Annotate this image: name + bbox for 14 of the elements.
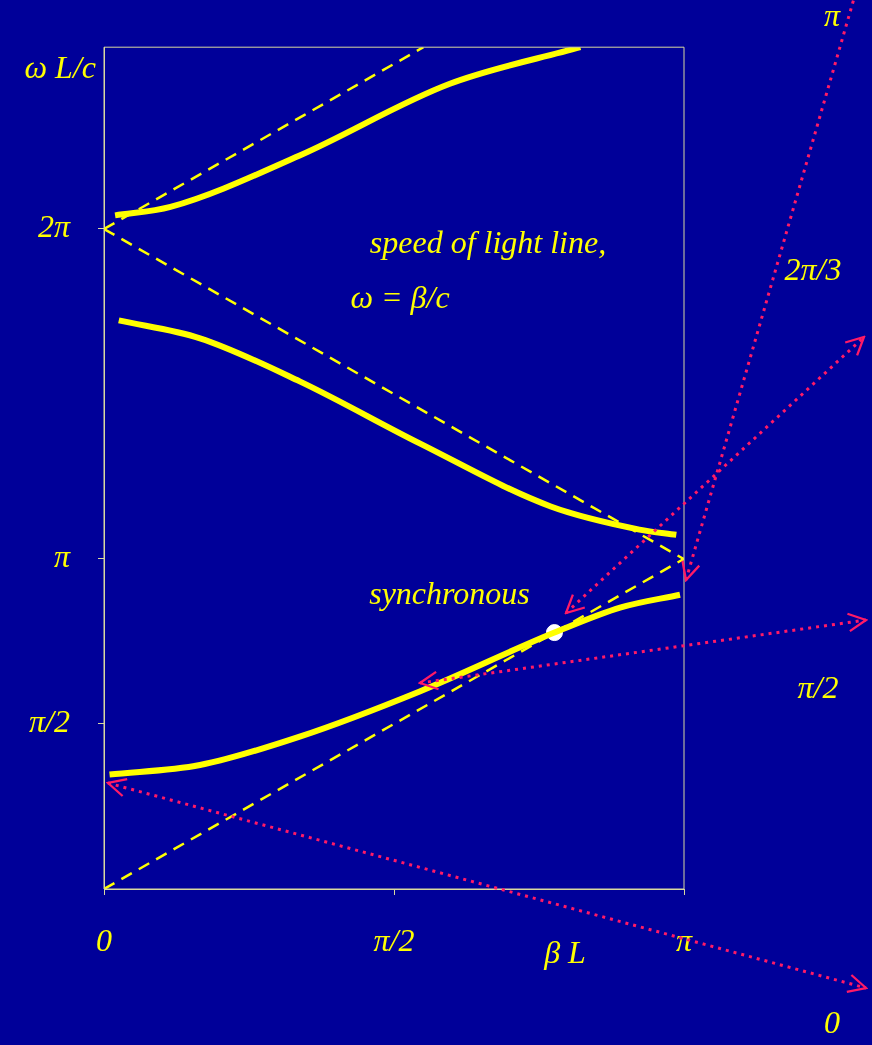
y-tick-label: 2π — [37, 208, 71, 245]
y-tick-label: π/2 — [29, 703, 70, 740]
text: π/2 — [797, 669, 839, 706]
x-tick-label: π/2 — [373, 921, 415, 958]
y-tick-label: π — [53, 538, 71, 575]
annotation: ω = β/c — [350, 279, 450, 316]
annotation: speed of light line, — [369, 224, 607, 261]
y-axis-title: ω L/c — [24, 49, 96, 86]
annotation: synchronous — [369, 574, 530, 611]
x-tick-label: 0 — [96, 921, 112, 958]
text: 0 — [824, 1004, 840, 1041]
text: 2π/3 — [784, 251, 842, 288]
x-axis-title: β L — [543, 934, 586, 971]
text: π — [823, 0, 841, 34]
